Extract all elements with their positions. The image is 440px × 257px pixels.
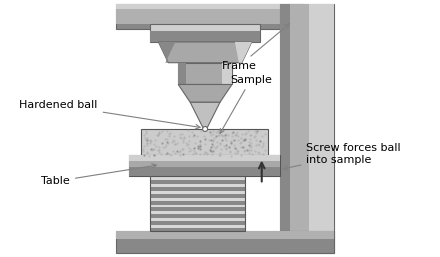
Bar — [150, 183, 245, 187]
Bar — [150, 177, 245, 231]
Bar — [150, 224, 245, 228]
Bar — [150, 207, 245, 210]
Text: Table: Table — [41, 164, 156, 186]
Text: Sample: Sample — [220, 75, 272, 133]
Bar — [128, 155, 280, 161]
Circle shape — [202, 126, 208, 132]
Bar — [280, 4, 334, 253]
Bar — [290, 4, 324, 253]
Bar — [178, 63, 232, 85]
Text: Frame: Frame — [222, 24, 290, 71]
Bar — [116, 231, 334, 239]
Bar — [116, 4, 304, 9]
Bar — [116, 231, 334, 253]
Bar — [150, 177, 245, 180]
Bar — [128, 161, 280, 167]
Bar — [116, 4, 304, 24]
Bar — [309, 4, 334, 253]
Bar — [116, 4, 304, 29]
Bar — [128, 167, 280, 177]
Bar — [150, 194, 245, 197]
Bar — [178, 63, 186, 85]
Polygon shape — [178, 85, 232, 102]
Polygon shape — [158, 42, 252, 63]
Bar — [150, 24, 260, 42]
Polygon shape — [235, 42, 252, 63]
Bar — [150, 180, 245, 183]
Bar — [140, 129, 268, 157]
Polygon shape — [158, 42, 175, 63]
Bar — [150, 217, 245, 221]
Bar — [150, 204, 245, 207]
Bar — [222, 63, 232, 85]
Bar — [150, 190, 245, 194]
Polygon shape — [190, 102, 220, 128]
Bar — [150, 221, 245, 224]
Bar — [150, 31, 260, 42]
Bar — [150, 187, 245, 190]
Bar — [150, 210, 245, 214]
Bar — [150, 201, 245, 204]
Text: Screw forces ball
into sample: Screw forces ball into sample — [283, 143, 401, 170]
Text: Hardened ball: Hardened ball — [19, 100, 200, 129]
Bar — [150, 214, 245, 217]
Bar — [150, 197, 245, 201]
Bar — [128, 155, 280, 177]
Bar — [150, 228, 245, 231]
Bar — [280, 4, 290, 253]
